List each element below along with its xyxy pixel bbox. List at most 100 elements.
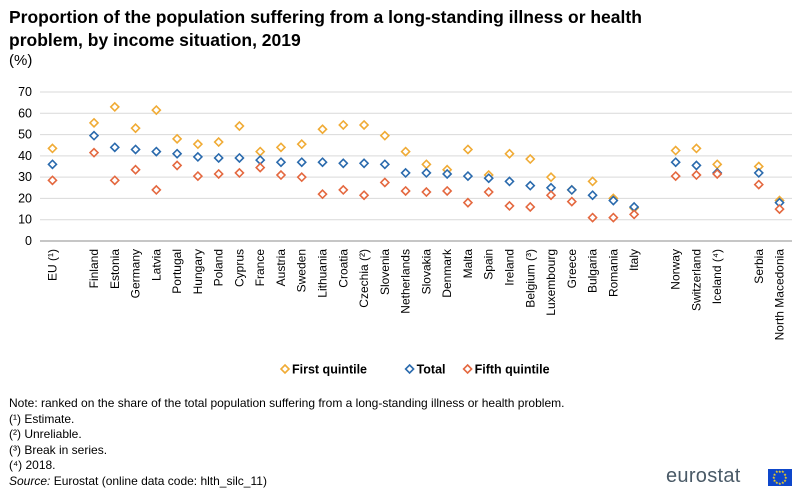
marker-fifth-quintile: [670, 170, 681, 182]
marker-fifth-quintile: [587, 212, 598, 223]
marker-total: [47, 159, 58, 170]
category-label: North Macedonia: [773, 249, 787, 341]
marker-total: [421, 167, 432, 179]
marker-first-quintile: [192, 139, 204, 150]
marker-total: [275, 157, 287, 168]
marker-total: [338, 158, 349, 169]
marker-fifth-quintile: [545, 190, 557, 201]
marker-total: [151, 146, 162, 157]
chart: 0 10 20 30 40 50 60 70 EU (¹) Finland Estonia Germa…: [18, 85, 792, 377]
marker-first-quintile: [171, 133, 183, 144]
flag-star: ★: [772, 477, 777, 483]
marker-first-quintile: [504, 148, 515, 159]
legend-label: Fifth quintile: [475, 363, 550, 377]
category-label: Spain: [482, 249, 496, 280]
footnote-unreliable: (²) Unreliable.: [9, 427, 82, 441]
category-label: Lithuania: [316, 249, 330, 298]
category-label: Germany: [129, 249, 143, 298]
marker-total: [171, 148, 183, 159]
marker-first-quintile: [47, 143, 58, 154]
flag-star: ★: [783, 477, 787, 483]
source-label: Source:: [9, 473, 51, 488]
category-label: Norway: [669, 249, 683, 290]
marker-fifth-quintile: [47, 175, 58, 186]
marker-total: [587, 190, 598, 201]
category-label: Latvia: [149, 249, 163, 281]
marker-total: [691, 160, 702, 171]
marker-total: [504, 176, 515, 187]
footnote-break: (³) Break in series.: [9, 442, 108, 457]
y-tick-label: 20: [18, 191, 32, 205]
marker-total: [109, 142, 120, 153]
category-label: EU (¹): [45, 249, 59, 281]
footnote-2018: (⁴) 2018.: [9, 458, 56, 472]
marker-total: [379, 159, 390, 170]
marker-fifth-quintile: [774, 203, 785, 215]
category-label: Malta: [461, 249, 475, 279]
category-label: Ireland: [502, 249, 516, 286]
flag-star: ★: [778, 468, 782, 474]
y-tick-label: 30: [18, 170, 32, 184]
category-label: Denmark: [440, 248, 454, 298]
marker-fifth-quintile: [317, 189, 328, 200]
marker-total: [566, 184, 577, 196]
category-label: Italy: [627, 249, 641, 271]
marker-fifth-quintile: [192, 170, 204, 182]
category-label: Serbia: [752, 249, 766, 284]
category-label: Bulgaria: [586, 249, 600, 293]
marker-total: [130, 144, 141, 155]
marker-total: [88, 130, 100, 141]
marker-fifth-quintile: [109, 175, 120, 186]
marker-total: [317, 157, 328, 168]
marker-first-quintile: [400, 146, 411, 157]
note-line: Note: ranked on the share of the total p…: [9, 396, 565, 410]
flag-star: ★: [783, 471, 787, 477]
source-text: Eurostat (online data code: hlth_silc_11…: [50, 473, 267, 488]
flag-star: ★: [772, 474, 776, 480]
marker-first-quintile: [670, 145, 681, 156]
footnote-estimate: (¹) Estimate.: [9, 411, 75, 426]
category-label: Slovakia: [419, 249, 433, 295]
category-label: Portugal: [170, 249, 184, 294]
legend-label: First quintile: [292, 363, 367, 377]
source-line: Source: Eurostat (online data code: hlth…: [9, 474, 564, 490]
category-label: Estonia: [108, 249, 122, 289]
marker-fifth-quintile: [296, 172, 307, 183]
marker-first-quintile: [255, 146, 266, 157]
marker-fifth-quintile: [275, 169, 287, 181]
flag-star: ★: [781, 469, 785, 475]
marker-first-quintile: [545, 172, 557, 183]
marker-first-quintile: [317, 124, 328, 135]
marker-fifth-quintile: [462, 197, 474, 208]
marker-fifth-quintile: [628, 209, 640, 220]
marker-first-quintile: [234, 120, 245, 132]
category-label: Greece: [565, 249, 579, 289]
marker-fifth-quintile: [151, 184, 162, 196]
category-label: Croatia: [336, 249, 350, 288]
chart-title: Proportion of the population suffering f…: [9, 7, 642, 50]
marker-fifth-quintile: [234, 167, 245, 179]
legend-label: Total: [417, 363, 446, 377]
flag-star: ★: [778, 480, 782, 486]
marker-first-quintile: [525, 153, 536, 165]
marker-first-quintile: [151, 104, 162, 116]
flag-star: ★: [772, 471, 777, 477]
category-label: Luxembourg: [544, 249, 558, 316]
flag-star: ★: [775, 479, 779, 485]
legend-marker: [404, 363, 415, 375]
marker-fifth-quintile: [691, 169, 702, 181]
y-tick-label: 0: [25, 234, 32, 248]
marker-total: [608, 195, 619, 206]
marker-fifth-quintile: [88, 147, 100, 158]
y-tick-label: 70: [18, 85, 32, 99]
marker-first-quintile: [358, 119, 370, 131]
category-label: Romania: [606, 249, 620, 297]
marker-fifth-quintile: [566, 196, 577, 207]
category-label: France: [253, 249, 267, 287]
marker-fifth-quintile: [338, 184, 349, 196]
category-label: Switzerland: [689, 249, 703, 311]
legend-marker: [279, 363, 291, 375]
category-label: Iceland (⁴): [710, 249, 724, 304]
marker-first-quintile: [109, 101, 120, 113]
marker-first-quintile: [338, 119, 349, 131]
